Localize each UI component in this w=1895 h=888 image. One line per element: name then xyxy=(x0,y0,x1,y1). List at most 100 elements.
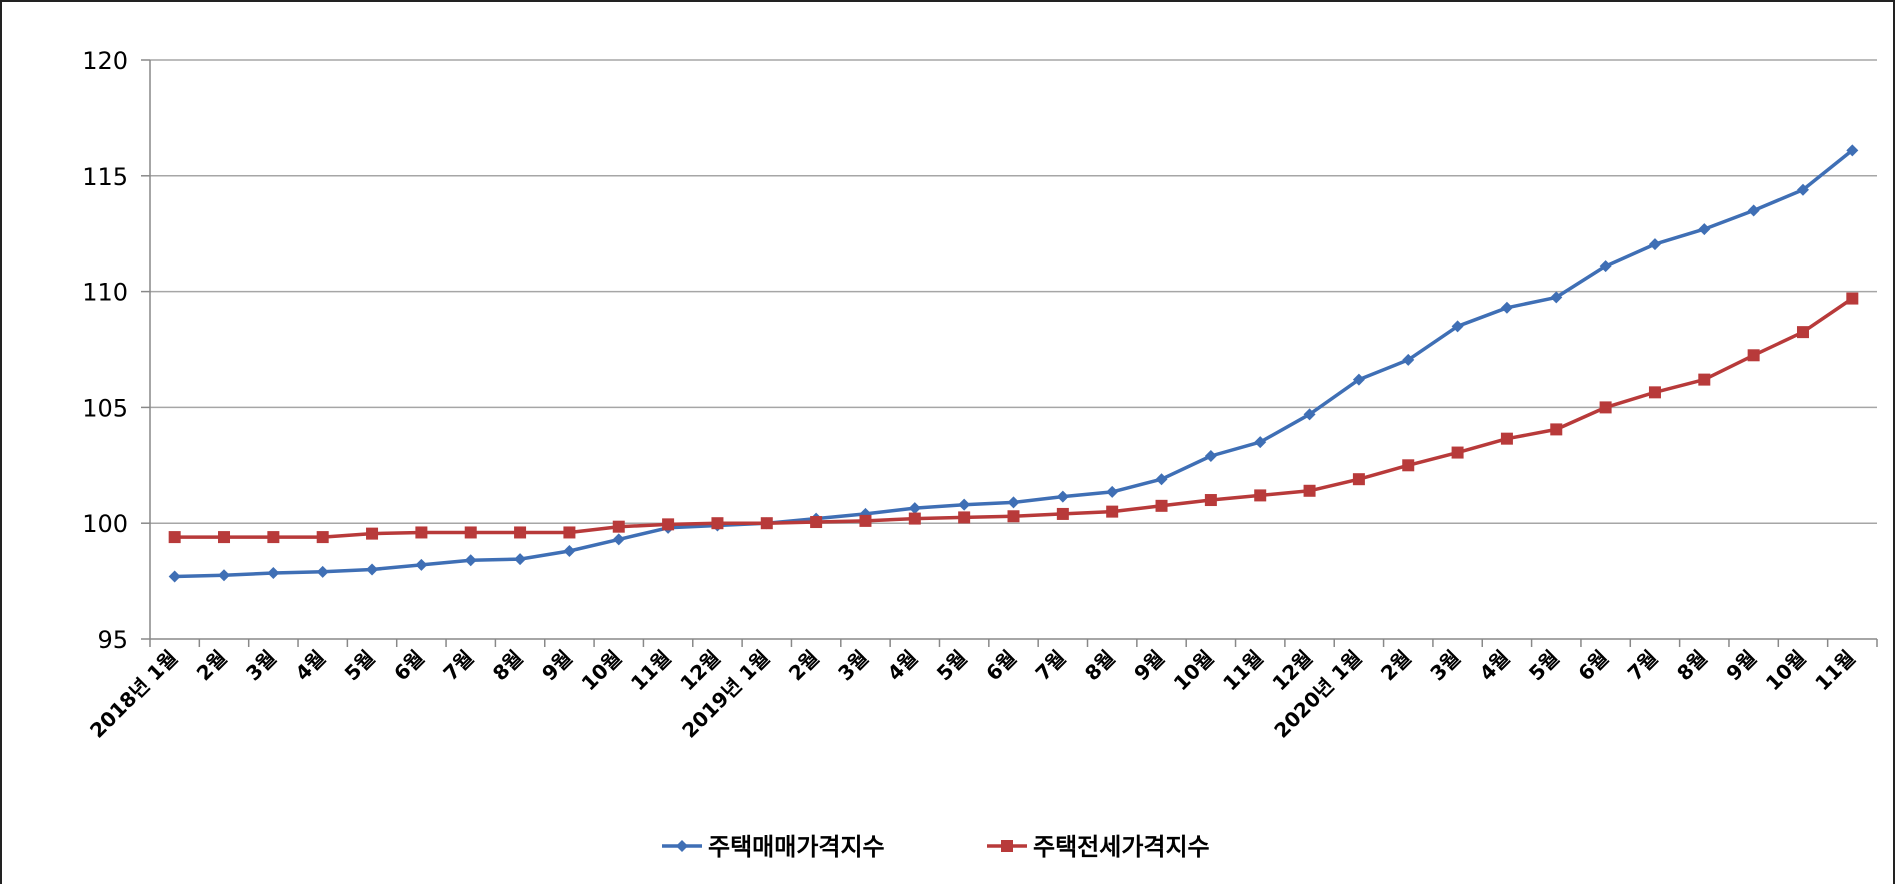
data-point xyxy=(464,526,477,539)
data-point xyxy=(1698,223,1711,236)
legend-marker xyxy=(676,840,688,852)
data-point xyxy=(1599,401,1612,414)
x-tick-label: 8월 xyxy=(1672,646,1712,686)
y-tick-label: 110 xyxy=(82,279,128,307)
data-point xyxy=(1846,292,1859,305)
x-tick-label: 7월 xyxy=(438,646,478,686)
data-point xyxy=(1698,373,1711,386)
x-tick-label: 5월 xyxy=(1524,646,1564,686)
y-tick-label: 115 xyxy=(82,163,128,191)
data-point xyxy=(366,563,379,576)
data-point xyxy=(218,569,231,582)
data-point xyxy=(1155,473,1168,486)
data-point xyxy=(958,498,971,511)
y-tick-label: 95 xyxy=(97,626,128,654)
x-tick-label: 8월 xyxy=(488,646,528,686)
x-tick-label: 11월 xyxy=(1218,646,1268,696)
data-point xyxy=(711,517,724,530)
data-point xyxy=(514,526,527,539)
x-tick-label: 9월 xyxy=(537,646,577,686)
x-tick-label: 10월 xyxy=(1169,646,1219,696)
data-point xyxy=(1846,144,1859,157)
data-point xyxy=(1500,301,1513,314)
data-point xyxy=(1402,459,1415,472)
data-point xyxy=(1204,450,1217,463)
data-point xyxy=(1204,494,1217,507)
data-point xyxy=(1648,238,1661,251)
x-tick-label: 3월 xyxy=(1425,646,1465,686)
x-tick-label: 3월 xyxy=(833,646,873,686)
x-tick-label: 6월 xyxy=(1573,646,1613,686)
data-point xyxy=(1007,496,1020,509)
data-point xyxy=(1648,386,1661,399)
data-point xyxy=(267,531,280,544)
x-tick-label: 11월 xyxy=(1810,646,1860,696)
data-point xyxy=(415,558,428,571)
x-tick-label: 7월 xyxy=(1623,646,1663,686)
data-point xyxy=(1550,423,1563,436)
x-tick-label: 4월 xyxy=(1475,646,1515,686)
x-tick-label: 10월 xyxy=(1761,646,1811,696)
data-point xyxy=(810,516,823,529)
legend-label: 주택매매가격지수 xyxy=(708,833,885,861)
legend: 주택매매가격지수 주택전세가격지수 xyxy=(662,833,1210,861)
y-tick-label: 105 xyxy=(82,394,128,422)
data-point xyxy=(1303,484,1316,497)
series-lines xyxy=(168,144,1859,583)
data-point xyxy=(415,526,428,539)
data-point xyxy=(760,517,773,530)
data-point xyxy=(1451,320,1464,333)
data-point xyxy=(1254,489,1267,502)
y-tick-label: 100 xyxy=(82,510,128,538)
data-point xyxy=(514,553,527,566)
x-tick-label: 5월 xyxy=(932,646,972,686)
x-tick-label: 2월 xyxy=(1376,646,1416,686)
x-tick-label: 6월 xyxy=(981,646,1021,686)
y-tick-label: 120 xyxy=(82,47,128,75)
x-tick-label: 4월 xyxy=(290,646,330,686)
data-point xyxy=(908,502,921,515)
data-point xyxy=(908,512,921,525)
x-tick-label: 10월 xyxy=(577,646,627,696)
data-point xyxy=(1352,373,1365,386)
gridlines xyxy=(150,59,1877,524)
x-tick-label: 2018년 1월 xyxy=(85,646,182,743)
data-point xyxy=(1599,260,1612,273)
data-point xyxy=(1007,510,1020,523)
data-point xyxy=(958,511,971,524)
x-tick-label: 2월 xyxy=(784,646,824,686)
data-point xyxy=(168,570,181,583)
y-axis-tick-labels: 95 100 105 110 115 120 xyxy=(82,47,128,654)
data-point xyxy=(1747,349,1760,362)
x-tick-label: 6월 xyxy=(389,646,429,686)
data-point xyxy=(1402,353,1415,366)
data-point xyxy=(662,518,675,531)
data-point xyxy=(612,520,625,533)
x-tick-label: 4월 xyxy=(883,646,923,686)
data-point xyxy=(168,531,181,544)
data-point xyxy=(1155,499,1168,512)
data-point xyxy=(563,544,576,557)
data-point xyxy=(612,533,625,546)
data-point xyxy=(1352,473,1365,486)
x-tick-label: 7월 xyxy=(1031,646,1071,686)
x-tick-label: 5월 xyxy=(340,646,380,686)
x-tick-label: 2월 xyxy=(192,646,232,686)
data-point xyxy=(1106,505,1119,518)
data-point xyxy=(563,526,576,539)
data-point xyxy=(1056,507,1069,520)
x-tick-label: 9월 xyxy=(1129,646,1169,686)
data-point xyxy=(1451,446,1464,459)
data-point xyxy=(366,527,379,540)
data-point xyxy=(1303,408,1316,421)
data-point xyxy=(1796,326,1809,339)
data-point xyxy=(316,531,329,544)
data-point xyxy=(859,514,872,527)
x-tick-label: 8월 xyxy=(1080,646,1120,686)
data-point xyxy=(1796,183,1809,196)
axes xyxy=(141,59,1878,647)
data-point xyxy=(316,565,329,578)
